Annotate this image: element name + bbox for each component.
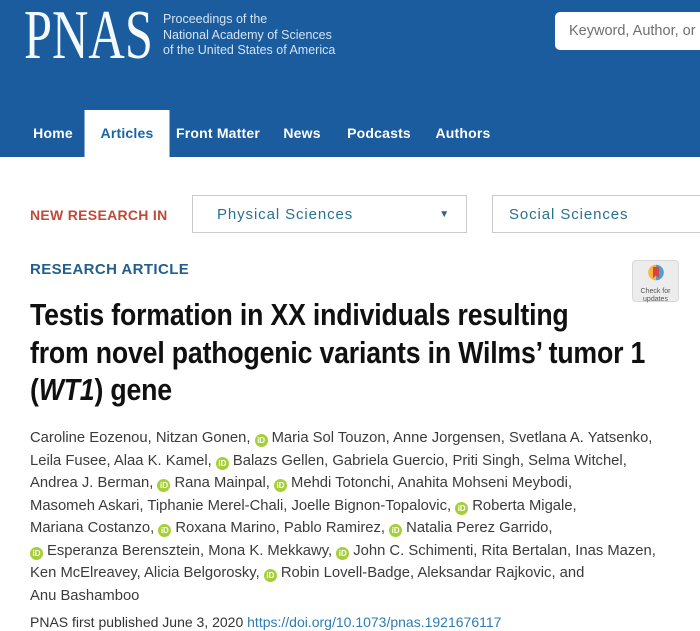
article-title: Testis formation in XX individuals resul…	[30, 296, 645, 409]
title-segment: Testis formation in XX individuals resul…	[30, 297, 569, 332]
author-line: Ken McElreavey, Alicia Belgorosky, iD Rob…	[30, 562, 656, 585]
author-names-segment: Esperanza Berensztein, Mona K. Mekkawy,	[47, 542, 337, 559]
author-line: Andrea J. Berman, iD Rana Mainpal, iD Mehd…	[30, 472, 656, 495]
orcid-icon[interactable]: iD	[455, 501, 469, 515]
orcid-icon[interactable]: iD	[158, 524, 172, 537]
chevron-down-icon: ▼	[439, 208, 450, 220]
search-input[interactable]	[555, 12, 700, 50]
nav-tab-articles[interactable]: Articles	[84, 110, 170, 157]
orcid-icon[interactable]: iD	[263, 569, 277, 582]
author-names-segment: Anu Bashamboo	[30, 587, 140, 604]
title-line: from novel pathogenic variants in Wilms’…	[30, 334, 645, 372]
crossmark-icon	[647, 264, 664, 281]
orcid-icon[interactable]: iD	[389, 524, 403, 537]
tagline-line: National Academy of Sciences	[163, 27, 332, 42]
title-line: Testis formation in XX individuals resul…	[30, 296, 645, 334]
dropdown-value: Social Sciences	[509, 205, 629, 223]
author-names-segment: Andrea J. Berman,	[30, 475, 158, 491]
author-names-segment: John C. Schimenti, Rita Bertalan, Inas M…	[353, 542, 656, 559]
nav-tab-authors[interactable]: Authors	[435, 125, 491, 141]
title-italic-segment: WT1	[38, 372, 95, 407]
article-type-kicker: RESEARCH ARTICLE	[30, 261, 190, 278]
check-for-updates-badge[interactable]: Check for updates	[632, 260, 679, 303]
author-names-segment: Natalia Perez Garrido,	[406, 520, 553, 536]
pnas-logo[interactable]: PNAS	[24, 0, 153, 74]
social-sciences-dropdown[interactable]: Social Sciences	[492, 195, 700, 233]
author-names-segment: Maria Sol Touzon, Anne Jorgensen, Svetla…	[271, 430, 653, 446]
author-line: iD Esperanza Berensztein, Mona K. Mekkawy…	[30, 540, 656, 563]
author-names-segment: Leila Fusee, Alaa K. Kamel,	[30, 452, 216, 469]
author-line: Masomeh Askari, Tiphanie Merel-Chali, Jo…	[30, 495, 656, 518]
author-names-segment: Mariana Costanzo,	[30, 520, 159, 536]
nav-tab-news[interactable]: News	[283, 125, 321, 141]
author-list: Caroline Eozenou, Nitzan Gonen, iD Maria …	[30, 427, 656, 607]
doi-link[interactable]: https://doi.org/10.1073/pnas.1921676117	[247, 614, 502, 630]
orcid-icon[interactable]: iD	[274, 479, 288, 492]
published-date-text: PNAS first published June 3, 2020	[30, 614, 244, 630]
title-segment: (	[30, 372, 39, 407]
new-research-label: NEW RESEARCH IN	[30, 207, 168, 223]
author-names-segment: Roberta Migale,	[472, 497, 577, 514]
author-line: Anu Bashamboo	[30, 585, 656, 608]
author-line: Leila Fusee, Alaa K. Kamel, iD Balazs Gel…	[30, 450, 656, 473]
tagline-line: Proceedings of the	[163, 12, 268, 26]
nav-tab-front-matter[interactable]: Front Matter	[175, 125, 261, 141]
nav-tab-home[interactable]: Home	[33, 125, 73, 141]
orcid-icon[interactable]: iD	[157, 479, 171, 492]
author-names-segment: Balazs Gellen, Gabriela Guercio, Priti S…	[232, 452, 627, 469]
title-segment: from novel pathogenic variants in Wilms’…	[30, 334, 646, 370]
author-names-segment: Caroline Eozenou, Nitzan Gonen,	[30, 430, 255, 446]
crossmark-label: Check for updates	[640, 288, 671, 303]
nav-tab-podcasts[interactable]: Podcasts	[347, 125, 411, 141]
author-line: Caroline Eozenou, Nitzan Gonen, iD Maria …	[30, 427, 656, 450]
orcid-icon[interactable]: iD	[336, 546, 350, 560]
orcid-icon[interactable]: iD	[215, 456, 229, 470]
author-names-segment: Robin Lovell-Badge, Aleksandar Rajkovic,…	[280, 565, 585, 581]
site-tagline: Proceedings of the National Academy of S…	[163, 12, 335, 59]
dropdown-value: Physical Sciences	[217, 205, 354, 223]
author-names-segment: Masomeh Askari, Tiphanie Merel-Chali, Jo…	[30, 497, 456, 514]
main-nav: Home Articles Front Matter News Podcasts Auth…	[0, 110, 700, 157]
tagline-line: of the United States of America	[163, 43, 336, 57]
physical-sciences-dropdown[interactable]: Physical Sciences ▼	[192, 195, 467, 233]
author-line: Mariana Costanzo, iD Roxana Marino, Pablo…	[30, 517, 656, 540]
author-names-segment: Rana Mainpal,	[174, 475, 275, 491]
author-names-segment: Mehdi Totonchi, Anahita Mohseni Meybodi,	[291, 475, 573, 491]
publication-info: PNAS first published June 3, 2020 https:…	[30, 614, 501, 630]
title-line: (WT1) gene	[30, 371, 645, 409]
title-segment: ) gene	[94, 372, 172, 407]
orcid-icon[interactable]: iD	[254, 434, 268, 447]
author-names-segment: Roxana Marino, Pablo Ramirez,	[175, 520, 390, 536]
author-names-segment: Ken McElreavey, Alicia Belgorosky,	[30, 565, 264, 581]
orcid-icon[interactable]: iD	[30, 546, 43, 560]
